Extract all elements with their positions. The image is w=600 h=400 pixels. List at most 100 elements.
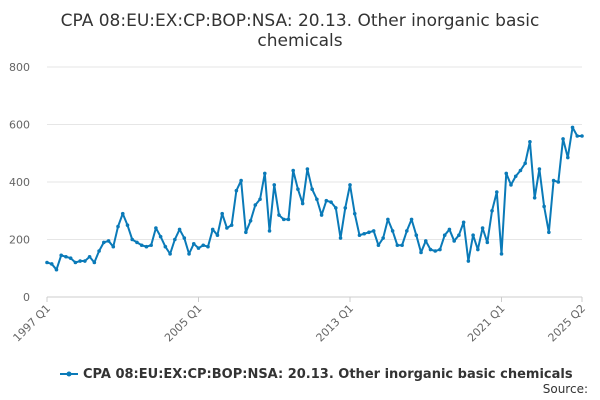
data-point[interactable]	[267, 229, 272, 233]
data-point[interactable]	[158, 234, 163, 239]
data-point[interactable]	[73, 260, 78, 265]
data-point[interactable]	[196, 246, 201, 250]
data-point[interactable]	[215, 233, 220, 237]
data-point[interactable]	[182, 236, 187, 240]
data-point[interactable]	[64, 254, 68, 259]
data-point[interactable]	[111, 244, 116, 249]
data-point[interactable]	[135, 240, 139, 245]
data-point[interactable]	[144, 244, 149, 249]
data-point[interactable]	[329, 200, 333, 204]
data-point[interactable]	[49, 262, 54, 266]
data-point[interactable]	[244, 230, 248, 235]
data-point[interactable]	[343, 206, 348, 210]
data-point[interactable]	[490, 208, 494, 213]
data-point[interactable]	[92, 260, 97, 265]
data-point[interactable]	[163, 244, 168, 249]
data-point[interactable]	[291, 168, 295, 173]
data-point[interactable]	[149, 243, 153, 248]
data-point[interactable]	[485, 240, 490, 245]
data-point[interactable]	[97, 249, 101, 253]
data-point[interactable]	[381, 236, 385, 240]
data-point[interactable]	[580, 134, 584, 138]
data-point[interactable]	[523, 161, 527, 166]
data-point[interactable]	[537, 167, 542, 171]
data-point[interactable]	[509, 183, 513, 187]
data-point[interactable]	[480, 226, 485, 230]
data-point[interactable]	[59, 253, 63, 258]
data-point[interactable]	[130, 237, 135, 242]
data-point[interactable]	[504, 171, 509, 176]
data-point[interactable]	[54, 267, 59, 272]
data-point[interactable]	[575, 134, 580, 138]
data-point[interactable]	[452, 239, 456, 243]
data-point[interactable]	[324, 198, 329, 203]
data-point[interactable]	[334, 206, 338, 210]
data-point[interactable]	[102, 240, 106, 245]
data-point[interactable]	[386, 217, 390, 222]
data-point[interactable]	[570, 125, 575, 130]
data-point[interactable]	[551, 178, 556, 183]
data-point[interactable]	[277, 213, 281, 217]
data-point[interactable]	[168, 252, 172, 256]
data-point[interactable]	[315, 197, 319, 202]
data-point[interactable]	[206, 244, 210, 249]
data-point[interactable]	[405, 229, 409, 233]
data-point[interactable]	[177, 227, 182, 232]
data-point[interactable]	[106, 239, 111, 243]
data-point[interactable]	[305, 167, 310, 171]
data-point[interactable]	[120, 211, 125, 216]
data-point[interactable]	[116, 224, 120, 229]
data-point[interactable]	[173, 237, 177, 242]
data-point[interactable]	[348, 183, 352, 187]
data-point[interactable]	[187, 252, 191, 256]
data-point[interactable]	[433, 249, 438, 253]
data-point[interactable]	[191, 242, 196, 246]
data-point[interactable]	[319, 213, 324, 217]
data-point[interactable]	[461, 220, 466, 225]
data-point[interactable]	[499, 252, 504, 256]
data-point[interactable]	[83, 259, 87, 263]
data-point[interactable]	[566, 155, 570, 160]
data-point[interactable]	[395, 243, 400, 248]
data-point[interactable]	[253, 203, 258, 207]
data-point[interactable]	[154, 226, 158, 230]
data-point[interactable]	[272, 183, 277, 187]
data-point[interactable]	[357, 233, 362, 237]
data-point[interactable]	[286, 217, 291, 222]
data-point[interactable]	[262, 171, 267, 176]
data-point[interactable]	[547, 230, 551, 235]
data-point[interactable]	[528, 139, 532, 144]
data-point[interactable]	[45, 260, 49, 265]
data-point[interactable]	[296, 187, 300, 191]
data-point[interactable]	[423, 239, 428, 243]
data-point[interactable]	[518, 168, 523, 173]
data-point[interactable]	[362, 231, 367, 236]
data-point[interactable]	[248, 219, 253, 223]
data-point[interactable]	[234, 188, 239, 193]
data-point[interactable]	[87, 254, 92, 259]
data-point[interactable]	[201, 243, 206, 248]
data-point[interactable]	[258, 197, 262, 202]
data-point[interactable]	[300, 201, 305, 206]
data-point[interactable]	[220, 211, 224, 216]
data-point[interactable]	[476, 247, 480, 252]
legend[interactable]: CPA 08:EU:EX:CP:BOP:NSA: 20.13. Other in…	[60, 367, 573, 382]
data-point[interactable]	[400, 243, 404, 248]
data-point[interactable]	[494, 190, 499, 194]
data-point[interactable]	[371, 229, 376, 233]
data-point[interactable]	[438, 247, 442, 252]
data-point[interactable]	[457, 233, 461, 237]
data-point[interactable]	[78, 259, 82, 263]
data-point[interactable]	[513, 174, 518, 179]
data-point[interactable]	[414, 233, 419, 237]
data-point[interactable]	[466, 259, 471, 263]
data-point[interactable]	[471, 233, 475, 237]
data-point[interactable]	[428, 247, 433, 252]
data-point[interactable]	[556, 180, 561, 184]
data-point[interactable]	[239, 178, 243, 183]
data-point[interactable]	[68, 256, 73, 260]
data-point[interactable]	[561, 137, 565, 141]
data-point[interactable]	[367, 230, 371, 235]
data-point[interactable]	[210, 227, 215, 232]
data-point[interactable]	[229, 223, 234, 227]
